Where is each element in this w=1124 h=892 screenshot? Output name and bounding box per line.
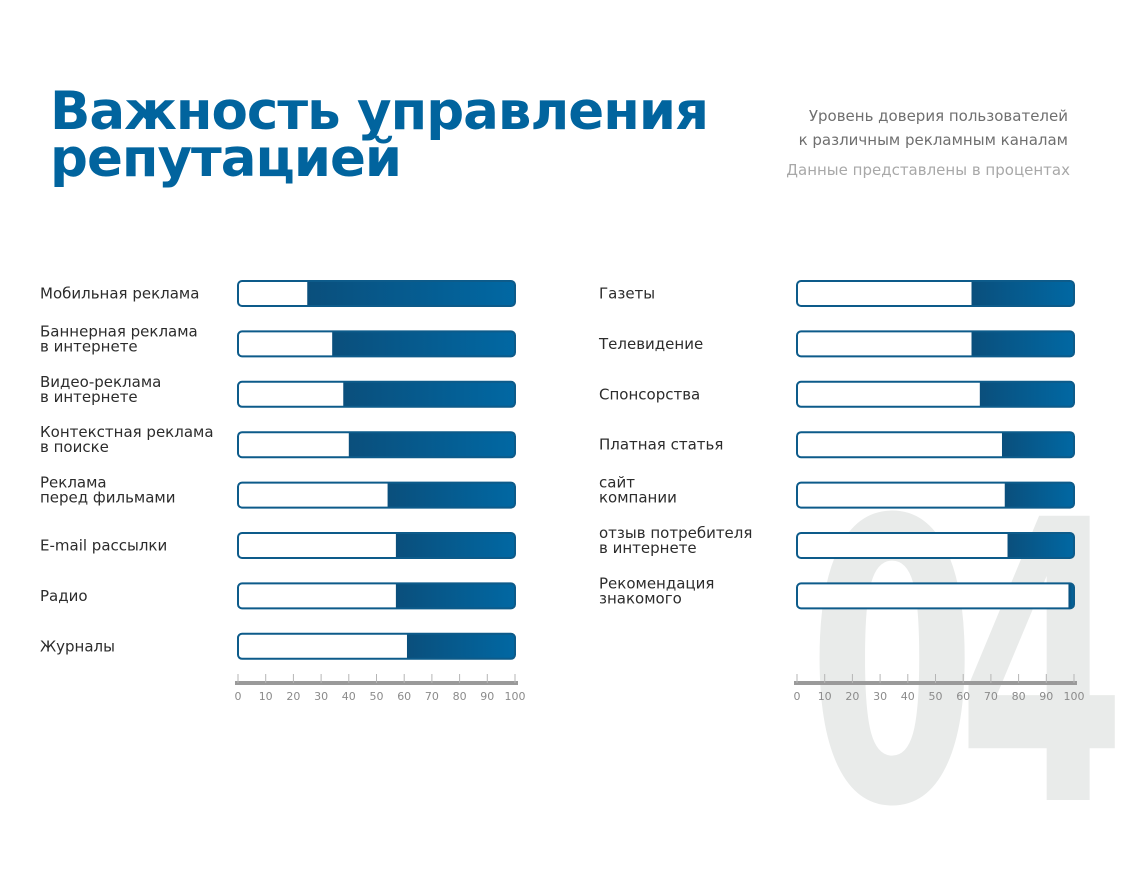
bar-value [406, 633, 515, 659]
category-label-line: Баннерная реклама [40, 322, 198, 340]
bar-border [237, 481, 516, 509]
x-axis-tick-label: 40 [342, 690, 356, 703]
bar-value [332, 331, 515, 357]
x-axis-tick-label: 70 [984, 690, 998, 703]
x-axis-tick-label: 90 [480, 690, 494, 703]
x-axis-tick-label: 20 [286, 690, 300, 703]
bar-track [797, 533, 1074, 558]
x-axis-tick-label: 90 [1039, 690, 1053, 703]
bar-value [1001, 432, 1074, 458]
x-axis-tick-label: 60 [956, 690, 970, 703]
bar-border [237, 280, 516, 307]
bar-value [1007, 533, 1074, 558]
bar-value [971, 281, 1074, 306]
page-title-line: Важность управления [50, 81, 709, 142]
bar-border [237, 380, 516, 408]
category-label-line: Журналы [40, 637, 115, 655]
x-axis-tick-label: 0 [794, 690, 801, 703]
category-label: E-mail рассылки [40, 537, 167, 555]
bar-value [343, 381, 515, 407]
bar-border [237, 632, 516, 660]
category-label-line: в интернете [599, 539, 697, 557]
category-label: Газеты [599, 285, 655, 303]
category-label-line: компании [599, 489, 677, 507]
bar-value [1004, 482, 1074, 508]
category-label-line: Реклама [40, 474, 107, 492]
x-axis-tick-label: 100 [1064, 690, 1085, 703]
x-axis-tick-label: 50 [929, 690, 943, 703]
category-label-line: Спонсорства [599, 385, 700, 403]
category-label: Спонсорства [599, 385, 700, 403]
x-axis-tick-label: 30 [314, 690, 328, 703]
bar-track [797, 583, 1074, 609]
bar-value [1068, 583, 1074, 609]
x-axis-tick-label: 10 [259, 690, 273, 703]
x-axis-tick-label: 50 [370, 690, 384, 703]
category-label-line: в интернете [40, 388, 138, 406]
category-label: Реклама перед фильмами [40, 474, 176, 507]
bar-border [796, 481, 1075, 509]
bar-border [796, 330, 1075, 358]
category-label-line: сайт [599, 474, 635, 492]
subtitle-line: Уровень доверия пользователей [808, 107, 1068, 125]
category-label-line: в поиске [40, 438, 109, 456]
bar-border [796, 582, 1075, 610]
category-label: сайт компании [599, 474, 677, 507]
bar-border [796, 532, 1075, 559]
x-axis-tick-label: 70 [425, 690, 439, 703]
category-label-line: Мобильная реклама [40, 285, 199, 303]
bar-border [796, 380, 1075, 408]
page-title: Важность управления репутацией [50, 81, 709, 189]
category-label: Видео-реклама в интернете [40, 373, 161, 406]
category-label: Журналы [40, 637, 115, 655]
bar-border [237, 330, 516, 358]
category-label-line: отзыв потребителя [599, 524, 752, 542]
category-label: Телевидение [598, 335, 703, 353]
category-label: Контекстная реклама в поиске [40, 423, 214, 456]
bar-border [237, 582, 516, 610]
category-label-line: E-mail рассылки [40, 537, 167, 555]
category-label-line: в интернете [40, 337, 138, 355]
bar-value [387, 482, 515, 508]
x-axis-tick-label: 40 [901, 690, 915, 703]
bar-border [796, 280, 1075, 307]
category-label-line: Видео-реклама [40, 373, 161, 391]
category-label-line: Рекомендация [599, 574, 714, 592]
bar-value [979, 381, 1074, 407]
category-label-line: Радио [40, 587, 88, 605]
x-axis-tick-label: 30 [873, 690, 887, 703]
bar-value [348, 432, 515, 458]
category-label: Радио [40, 587, 88, 605]
category-label: Баннерная реклама в интернете [40, 322, 198, 355]
category-label: Платная статья [599, 436, 723, 454]
bar-value [307, 281, 515, 306]
bar-value [971, 331, 1074, 357]
x-axis-tick-label: 100 [505, 690, 526, 703]
x-axis-tick-label: 20 [845, 690, 859, 703]
category-label-line: перед фильмами [40, 489, 176, 507]
bar-border [237, 532, 516, 559]
category-label-line: Платная статья [599, 436, 723, 454]
category-label-line: Газеты [599, 285, 655, 303]
chart-subtitle: Уровень доверия пользователей к различны… [799, 104, 1068, 152]
x-axis-tick-label: 60 [397, 690, 411, 703]
bar-value [395, 583, 515, 609]
bar-value [395, 533, 515, 558]
page-title-line: репутацией [50, 128, 402, 189]
x-axis-tick-label: 80 [1012, 690, 1026, 703]
units-note: Данные представлены в процентах [786, 161, 1070, 179]
bar-border [796, 431, 1075, 459]
x-axis-tick-label: 80 [453, 690, 467, 703]
category-label-line: Телевидение [598, 335, 703, 353]
x-axis-tick-label: 0 [235, 690, 242, 703]
category-label: Рекомендация знакомого [599, 574, 714, 607]
category-label: отзыв потребителя в интернете [599, 524, 752, 557]
category-label: Мобильная реклама [40, 285, 199, 303]
bar-border [237, 431, 516, 459]
x-axis-tick-label: 10 [818, 690, 832, 703]
category-label-line: знакомого [599, 589, 682, 607]
subtitle-line: к различным рекламным каналам [798, 131, 1068, 149]
category-label-line: Контекстная реклама [40, 423, 214, 441]
